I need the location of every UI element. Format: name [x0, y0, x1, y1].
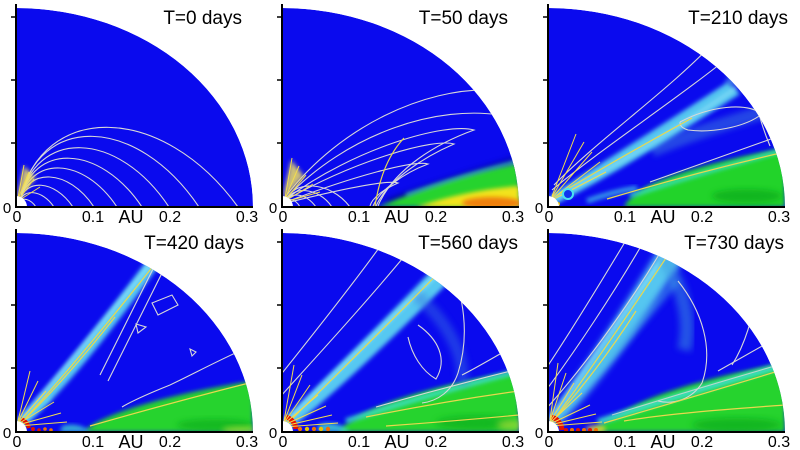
axes	[543, 229, 785, 433]
star-cutout	[548, 421, 559, 432]
x-tick-label: 0.3	[236, 434, 258, 450]
x-tick-label: 0.2	[425, 209, 447, 225]
x-tick-label: 0.2	[159, 434, 181, 450]
panel-title: T=420 days	[144, 233, 244, 254]
x-tick-label: 0.1	[348, 209, 370, 225]
plot-area	[548, 233, 785, 432]
x-tick-label: 0.3	[236, 209, 258, 225]
panel-t210-plot: T=210 days 0 0 0.1 AU 0.2 0.3	[535, 4, 790, 225]
x-tick-label: 0.3	[502, 209, 524, 225]
y-axis-zero-label: 0	[3, 425, 11, 442]
x-tick-label: 0.1	[82, 434, 104, 450]
panel-t420-plot: T=420 days 0 0 0.1 AU 0.2 0.3	[3, 229, 258, 450]
panel-t560-days: T=560 days 0 0 0.1 AU 0.2 0.3	[266, 225, 534, 450]
stellar-hotspot	[16, 164, 41, 202]
panel-t50-plot: T=50 days 0 0 0.1 AU 0.2 0.3	[269, 4, 524, 225]
axes	[543, 4, 785, 208]
stellar-hotspot	[282, 157, 321, 203]
x-tick-label: 0.3	[502, 434, 524, 450]
y-axis-zero-label: 0	[269, 200, 277, 217]
panel-t50-days: T=50 days 0 0 0.1 AU 0.2 0.3	[266, 0, 534, 225]
x-tick-label: 0	[279, 209, 288, 225]
plot-area	[548, 8, 785, 207]
x-tick-label: 0.2	[159, 209, 181, 225]
star-cutout	[548, 196, 559, 207]
axis-unit-label: AU	[384, 432, 409, 450]
plot-area	[16, 233, 253, 432]
x-tick-label: 0.1	[348, 434, 370, 450]
y-axis-zero-label: 0	[535, 425, 543, 442]
panel-title: T=210 days	[688, 8, 788, 29]
panel-t730-plot: T=730 days 0 0 0.1 AU 0.2 0.3	[535, 229, 790, 450]
plot-area	[282, 233, 519, 432]
x-tick-label: 0	[13, 209, 22, 225]
axis-unit-label: AU	[650, 432, 675, 450]
x-tick-label: 0.1	[614, 434, 636, 450]
panel-title: T=50 days	[419, 8, 508, 29]
x-tick-label: 0.2	[691, 209, 713, 225]
axes	[11, 4, 253, 208]
density-features	[17, 259, 253, 432]
x-tick-label: 0.2	[425, 434, 447, 450]
stellar-hotspot	[283, 364, 339, 432]
plot-area	[16, 8, 253, 207]
field-line-contours	[548, 236, 785, 425]
x-tick-label: 0.3	[768, 209, 790, 225]
panel-t730-days: T=730 days 0 0 0.1 AU 0.2 0.3	[532, 225, 800, 450]
x-tick-label: 0.2	[691, 434, 713, 450]
axes	[277, 229, 519, 433]
y-axis-zero-label: 0	[535, 200, 543, 217]
x-tick-label: 0.3	[768, 434, 790, 450]
x-tick-label: 0.1	[614, 209, 636, 225]
stellar-hotspot	[550, 133, 607, 206]
x-tick-label: 0	[545, 434, 554, 450]
panel-t0-plot: T=0 days 0 0 0.1 AU 0.2 0.3	[3, 4, 258, 225]
axes	[277, 4, 519, 208]
star-cutout	[282, 421, 293, 432]
panel-t560-plot: T=560 days 0 0 0.1 AU 0.2 0.3	[269, 229, 524, 450]
plot-area	[282, 8, 519, 207]
x-tick-label: 0	[279, 434, 288, 450]
x-tick-label: 0.1	[82, 209, 104, 225]
axis-unit-label: AU	[118, 207, 143, 225]
panel-t0-days: T=0 days 0 0 0.1 AU 0.2 0.3	[0, 0, 268, 225]
axes	[11, 229, 253, 433]
y-axis-zero-label: 0	[3, 200, 11, 217]
panel-title: T=730 days	[684, 233, 784, 254]
axis-unit-label: AU	[650, 207, 675, 225]
panel-t210-days: T=210 days 0 0 0.1 AU 0.2 0.3	[532, 0, 800, 225]
x-tick-label: 0	[13, 434, 22, 450]
star-cutout	[282, 196, 293, 207]
panel-t420-days: T=420 days 0 0 0.1 AU 0.2 0.3	[0, 225, 268, 450]
axis-unit-label: AU	[118, 432, 143, 450]
y-axis-zero-label: 0	[269, 425, 277, 442]
field-line-contours	[18, 258, 253, 427]
star-cutout	[16, 421, 27, 432]
star-cutout	[16, 196, 27, 207]
panel-title: T=560 days	[418, 233, 518, 254]
stellar-hotspot	[17, 370, 68, 432]
axis-unit-label: AU	[384, 207, 409, 225]
field-line-contours	[551, 37, 785, 200]
x-tick-label: 0	[545, 209, 554, 225]
panel-title: T=0 days	[163, 8, 242, 29]
vortex-spot	[562, 188, 574, 200]
